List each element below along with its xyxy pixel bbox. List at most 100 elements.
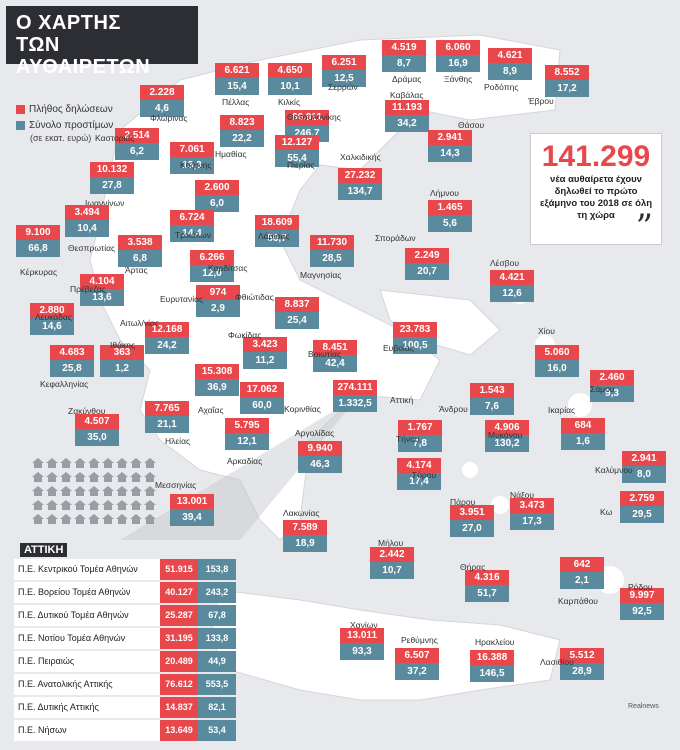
houses-decoration xyxy=(32,458,162,524)
house-icon xyxy=(74,486,86,496)
house-icon xyxy=(116,486,128,496)
fines-value: 12,5 xyxy=(322,70,366,87)
fines-value: 4,6 xyxy=(140,100,184,117)
attica-row-name: Π.Ε. Δυτικής Αττικής xyxy=(14,697,160,718)
house-icon xyxy=(144,500,156,510)
declarations-value: 16.388 xyxy=(470,650,514,665)
region-label: Ροδόπης xyxy=(484,82,519,92)
fines-value: 12,6 xyxy=(490,285,534,302)
region-label: Κοζάνης xyxy=(180,160,212,170)
fines-value: 17,4 xyxy=(397,473,441,490)
house-icon xyxy=(130,514,142,524)
declarations-value: 18.609 xyxy=(255,215,299,230)
attica-row: Π.Ε. Βορείου Τομέα Αθηνών 40.127 243,2 xyxy=(14,582,236,603)
region-marker: 5.512 28,9 xyxy=(560,648,604,680)
region-marker: 13.001 39,4 xyxy=(170,494,214,526)
house-icon xyxy=(144,458,156,468)
fines-value: 16,0 xyxy=(535,360,579,377)
declarations-value: 6.060 xyxy=(436,40,480,55)
region-marker: 11.193 34,2 xyxy=(385,100,429,132)
attica-fines: 133,8 xyxy=(198,628,236,649)
fines-value: 17,3 xyxy=(510,513,554,530)
declarations-value: 6.507 xyxy=(395,648,439,663)
fines-value: 12,0 xyxy=(190,265,234,282)
fines-value: 56,7 xyxy=(255,230,299,247)
declarations-value: 684 xyxy=(561,418,605,433)
declarations-value: 9.940 xyxy=(298,441,342,456)
headline-text: νέα αυθαίρετα έχουν δηλωθεί το πρώτο εξά… xyxy=(539,174,653,221)
declarations-value: 4.174 xyxy=(397,458,441,473)
declarations-value: 4.316 xyxy=(465,570,509,585)
declarations-value: 4.621 xyxy=(488,48,532,63)
attica-row-name: Π.Ε. Ανατολικής Αττικής xyxy=(14,674,160,695)
fines-value: 36,9 xyxy=(195,379,239,396)
declarations-value: 4.104 xyxy=(80,274,124,289)
attica-row-name: Π.Ε. Βορείου Τομέα Αθηνών xyxy=(14,582,160,603)
attica-declarations: 20.489 xyxy=(160,651,198,672)
region-marker: 363 1,2 xyxy=(100,345,144,377)
region-marker: 27.232 134,7 xyxy=(338,168,382,200)
region-label: Ευβοίας xyxy=(383,343,414,353)
house-icon xyxy=(88,500,100,510)
region-label: Σερρών xyxy=(328,82,358,92)
declarations-value: 363 xyxy=(100,345,144,360)
region-label: Χαλκιδικής xyxy=(340,152,381,162)
region-label: Θάσου xyxy=(458,120,485,130)
house-icon xyxy=(144,486,156,496)
fines-value: 1,6 xyxy=(561,433,605,450)
title-line-2: ΤΩΝ ΑΥΘΑΙΡΕΤΩΝ xyxy=(16,34,151,78)
fines-value: 16,9 xyxy=(436,55,480,72)
attica-declarations: 51.915 xyxy=(160,559,198,580)
house-icon xyxy=(102,472,114,482)
legend: Πλήθος δηλώσεων Σύνολο προστίμων (σε εκα… xyxy=(16,104,113,143)
region-label: Λευκάδας xyxy=(35,312,72,322)
region-marker: 23.783 100,5 xyxy=(393,322,437,354)
region-marker: 13.011 93,3 xyxy=(340,628,384,660)
declarations-value: 66.911 xyxy=(285,110,329,125)
region-label: Ικαρίας xyxy=(548,405,576,415)
declarations-value: 6.621 xyxy=(215,63,259,78)
house-icon xyxy=(144,514,156,524)
declarations-value: 1.465 xyxy=(428,200,472,215)
house-icon xyxy=(144,472,156,482)
region-label: Καρδίτσας xyxy=(208,263,248,273)
region-label: Πέλλας xyxy=(222,97,250,107)
declarations-value: 4.507 xyxy=(75,414,119,429)
house-icon xyxy=(74,514,86,524)
fines-value: 24,2 xyxy=(145,337,189,354)
house-icon xyxy=(60,486,72,496)
declarations-value: 4.421 xyxy=(490,270,534,285)
declarations-value: 13.001 xyxy=(170,494,214,509)
house-icon xyxy=(116,500,128,510)
region-marker: 4.421 12,6 xyxy=(490,270,534,302)
fines-value: 10,7 xyxy=(370,562,414,579)
fines-value: 5,6 xyxy=(428,215,472,232)
fines-value: 15,4 xyxy=(215,78,259,95)
declarations-value: 2.249 xyxy=(405,248,449,263)
declarations-value: 12.168 xyxy=(145,322,189,337)
house-icon xyxy=(116,514,128,524)
attica-row: Π.Ε. Νοτίου Τομέα Αθηνών 31.195 133,8 xyxy=(14,628,236,649)
region-label: Ρεθύμνης xyxy=(401,635,438,645)
attica-fines: 153,8 xyxy=(198,559,236,580)
house-icon xyxy=(46,500,58,510)
fines-value: 60,0 xyxy=(240,397,284,414)
attica-row: Π.Ε. Νήσων 13.649 53,4 xyxy=(14,720,236,741)
region-marker: 1.543 7,6 xyxy=(470,383,514,415)
region-marker: 974 2,9 xyxy=(196,285,240,317)
declarations-value: 2.442 xyxy=(370,547,414,562)
headline-box: 141.299 νέα αυθαίρετα έχουν δηλωθεί το π… xyxy=(530,133,662,245)
fines-value: 130,2 xyxy=(485,435,529,452)
attica-row: Π.Ε. Ανατολικής Αττικής 76.612 553,5 xyxy=(14,674,236,695)
house-icon xyxy=(32,472,44,482)
fines-value: 6,0 xyxy=(195,195,239,212)
region-marker: 274.111 1.332,5 xyxy=(333,380,377,412)
region-marker: 3.494 10,4 xyxy=(65,205,109,237)
fines-value: 20,7 xyxy=(405,263,449,280)
region-marker: 2.228 4,6 xyxy=(140,85,184,117)
region-marker: 3.473 17,3 xyxy=(510,498,554,530)
region-marker: 6.266 12,0 xyxy=(190,250,234,282)
quote-icon: ” xyxy=(635,207,653,247)
declarations-value: 8.451 xyxy=(313,340,357,355)
attica-row: Π.Ε. Κεντρικού Τομέα Αθηνών 51.915 153,8 xyxy=(14,559,236,580)
